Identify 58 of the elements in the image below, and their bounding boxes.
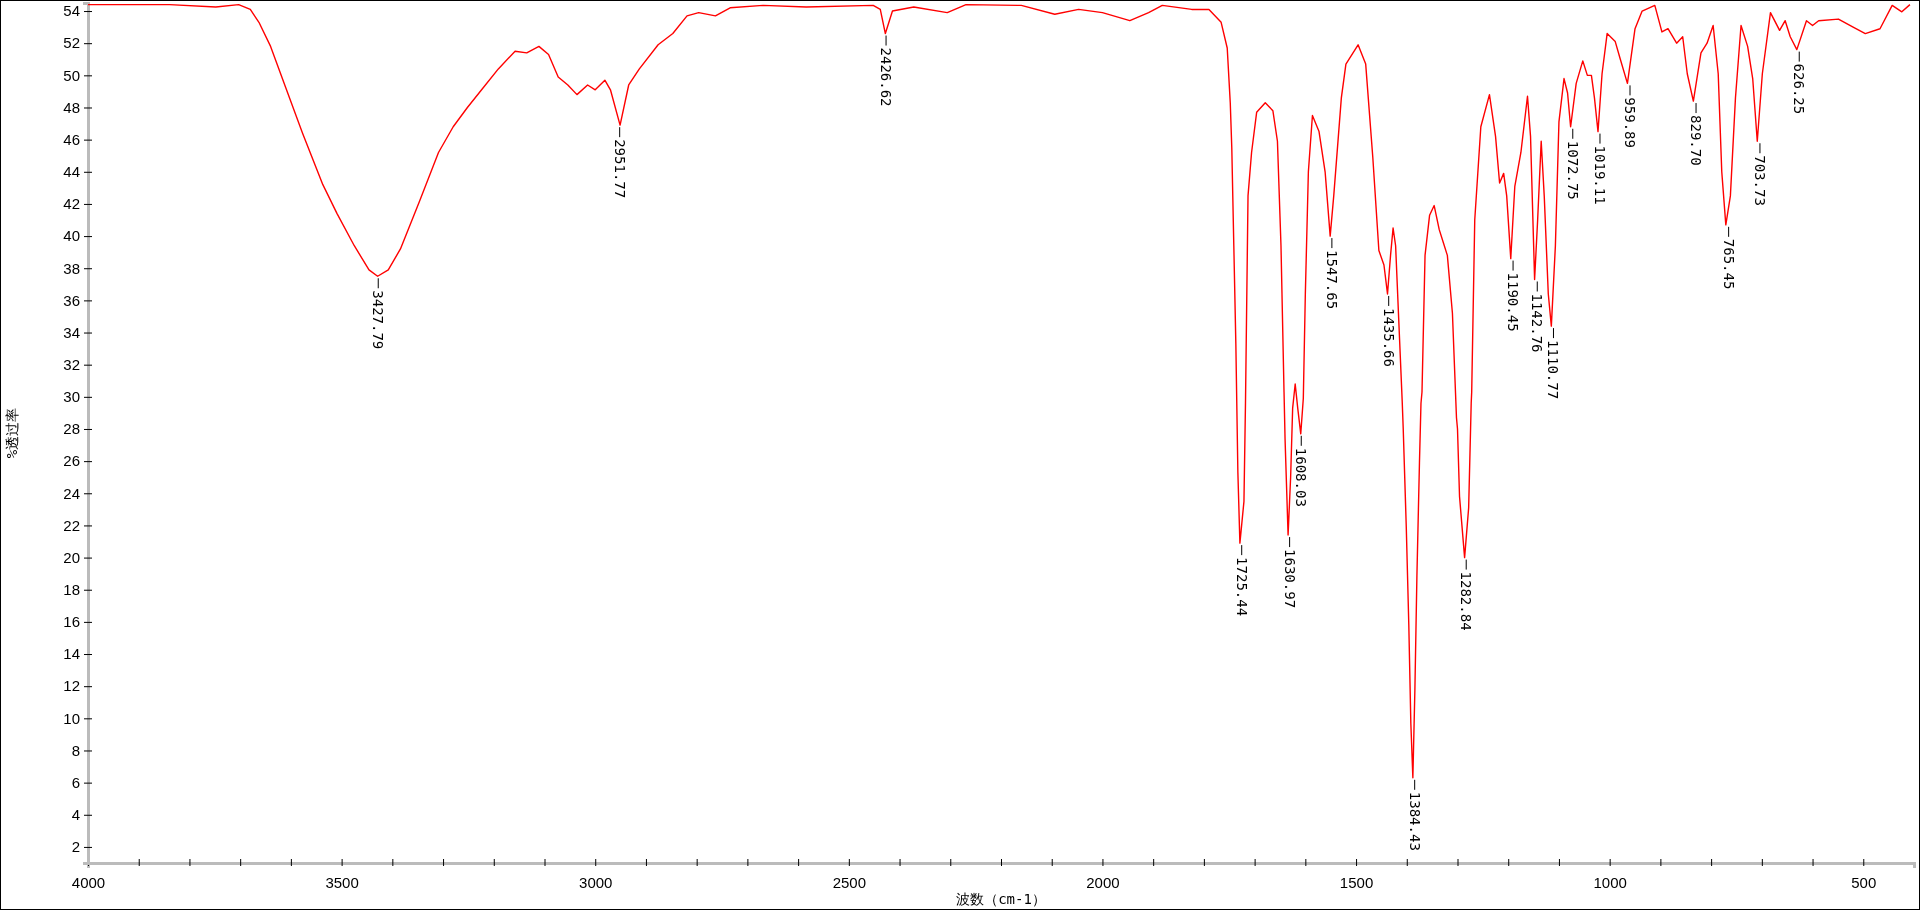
y-tick-label: 42 [63,195,80,213]
y-tick-label: 30 [63,388,80,406]
y-tick-label: 54 [63,2,80,20]
x-tick-label: 1000 [1593,873,1627,891]
x-tick-label: 2000 [1086,873,1120,891]
y-tick-label: 10 [63,709,80,727]
annotation: 765.45 [1720,238,1737,290]
y-tick-label: 14 [63,645,80,663]
annotation: 1630.97 [1281,549,1298,609]
y-tick-label: 22 [63,516,80,534]
annotation: 1547.65 [1323,250,1340,310]
y-tick-label: 8 [71,741,80,759]
y-tick-label: 46 [63,130,80,148]
y-axis-title: %透过率 [4,407,20,459]
x-tick-label: 2500 [832,873,867,891]
line-series [87,3,1911,779]
annotation: 3427.79 [370,290,387,350]
x-axis-title: 波数（cm-1） [956,891,1046,907]
annotation: 1142.76 [1529,293,1546,353]
annotation: 829.70 [1688,115,1705,166]
y-tick-label: 4 [71,806,80,824]
x-tick-label: 3500 [325,873,359,891]
annotation: 1435.66 [1380,307,1397,367]
y-tick-label: 26 [63,452,80,470]
annotation: 2426.62 [878,47,895,107]
y-tick-label: 6 [71,773,80,791]
y-tick-label: 48 [63,98,80,116]
annotation: 703.73 [1751,155,1768,206]
annotation: 959.89 [1622,97,1639,148]
x-tick-label: 1500 [1339,873,1374,891]
y-tick-label: 24 [63,484,80,502]
annotation: 1110.77 [1545,340,1562,400]
annotation: 1282.84 [1458,571,1475,631]
x-tick-label: 3000 [579,873,613,891]
y-tick-label: 32 [63,355,80,373]
y-tick-label: 28 [63,420,80,438]
y-tick-label: 34 [63,323,80,341]
y-tick-label: 16 [63,613,80,631]
annotation: 626.25 [1791,63,1808,115]
y-tick-label: 12 [63,677,80,695]
y-tick-label: 36 [63,291,80,309]
annotation: 1072.75 [1564,140,1581,200]
y-tick-label: 20 [63,548,80,566]
annotation: 1190.45 [1505,272,1522,332]
y-tick-label: 2 [71,838,80,856]
y-tick-label: 18 [63,581,80,599]
x-tick-label: 500 [1851,873,1877,891]
y-tick-label: 40 [63,227,80,245]
x-tick-label: 4000 [71,873,106,891]
annotation: 1725.44 [1233,557,1250,617]
y-tick-label: 44 [63,163,80,181]
y-tick-label: 52 [63,34,80,52]
annotation: 1384.43 [1406,791,1423,851]
annotation: 1608.03 [1293,447,1310,507]
annotation: 2951.77 [611,139,628,199]
y-tick-label: 50 [63,66,80,84]
y-tick-label: 38 [63,259,80,277]
annotation: 1019.11 [1591,145,1608,205]
